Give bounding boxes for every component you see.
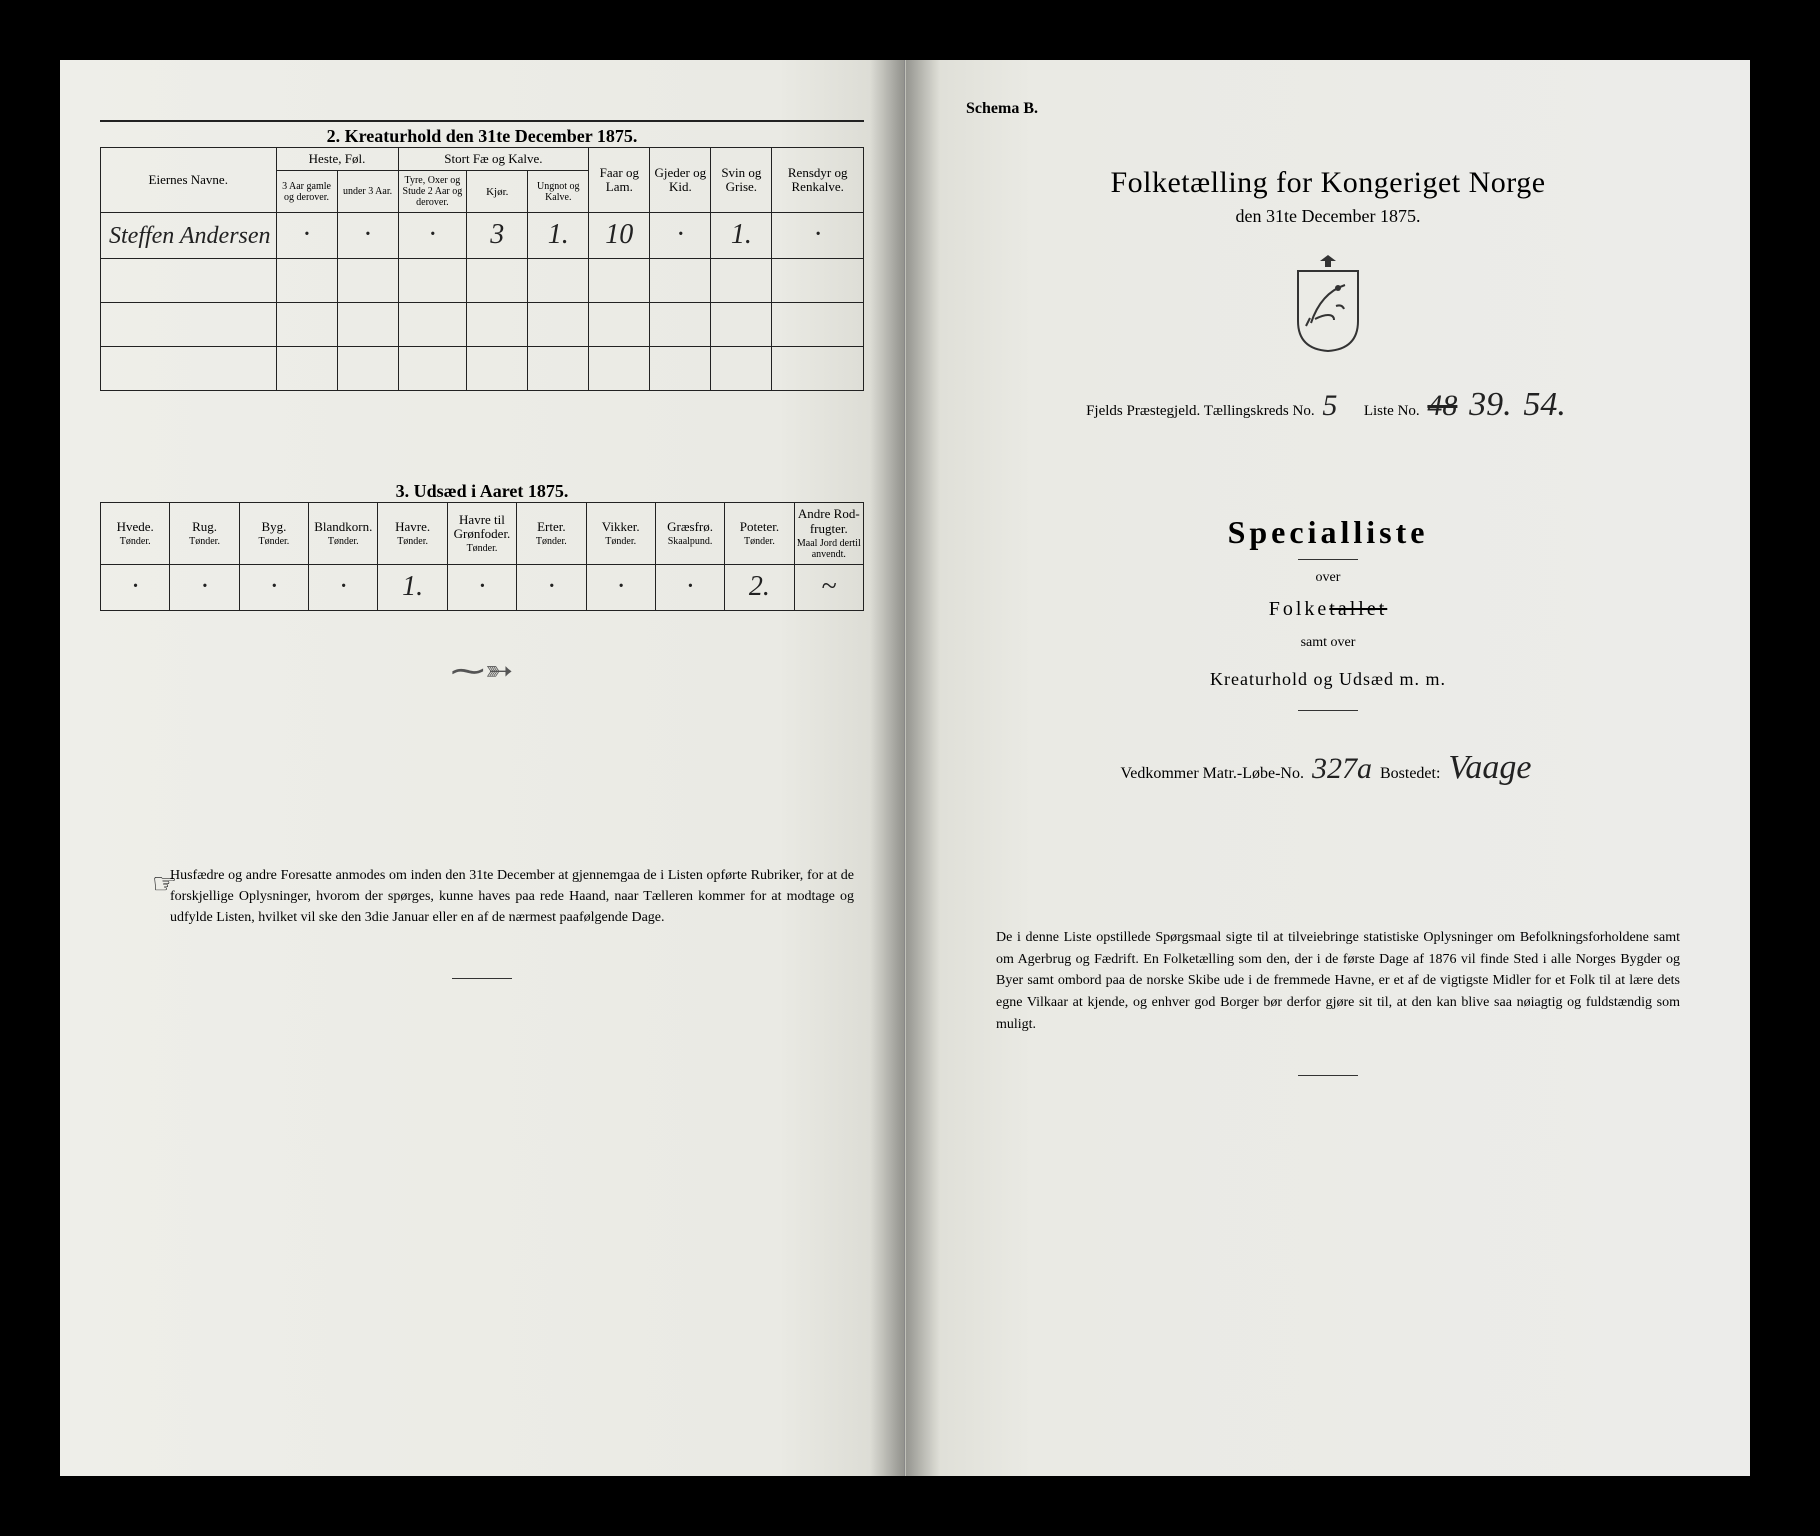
hdr-ren: Rensdyr og Renkalve.: [772, 148, 864, 213]
cell-ren: ·: [772, 213, 864, 259]
matr-line: Vedkommer Matr.-Løbe-No. 327a Bostedet: …: [946, 749, 1710, 787]
c3-havre: 1.: [378, 564, 447, 610]
h3-erter: Erter.Tønder.: [517, 503, 586, 565]
c3-erter: ·: [517, 564, 586, 610]
census-date: den 31te December 1875.: [946, 206, 1710, 227]
h3-andre: Andre Rod-frugter.Maal Jord dertil anven…: [794, 503, 863, 565]
hdr-faar: Faar og Lam.: [589, 148, 650, 213]
cell-stort-c: 1.: [528, 213, 589, 259]
book-spread: 2. Kreaturhold den 31te December 1875. E…: [60, 60, 1750, 1476]
c3-byg: ·: [239, 564, 308, 610]
cell-gjeder: ·: [650, 213, 711, 259]
c3-bland: ·: [309, 564, 378, 610]
c3-andre: ~: [794, 564, 863, 610]
kreds-number: 5: [1318, 389, 1341, 423]
cell-stort-b: 3: [467, 213, 528, 259]
census-title: Folketælling for Kongeriget Norge: [946, 166, 1710, 200]
over-label: over: [946, 570, 1710, 586]
c3-hvede: ·: [101, 564, 170, 610]
hdr-stort-a: Tyre, Oxer og Stude 2 Aar og derover.: [398, 171, 467, 213]
left-page: 2. Kreaturhold den 31te December 1875. E…: [60, 60, 905, 1476]
h3-graes: Græsfrø.Skaalpund.: [655, 503, 724, 565]
cell-stort-a: ·: [398, 213, 467, 259]
schema-label: Schema B.: [966, 100, 1710, 118]
cell-faar: 10: [589, 213, 650, 259]
cell-heste-b: ·: [337, 213, 398, 259]
udsaed-table: Hvede.Tønder. Rug.Tønder. Byg.Tønder. Bl…: [100, 502, 864, 611]
h3-byg: Byg.Tønder.: [239, 503, 308, 565]
c3-rug: ·: [170, 564, 239, 610]
samt-label: samt over: [946, 635, 1710, 651]
hdr-stort-b: Kjør.: [467, 171, 528, 213]
coat-of-arms-icon: [1283, 253, 1373, 353]
hdr-svin: Svin og Grise.: [711, 148, 772, 213]
hdr-heste-b: under 3 Aar.: [337, 171, 398, 213]
kreaturhold-table: Eiernes Navne. Heste, Føl. Stort Fæ og K…: [100, 147, 864, 391]
hdr-owner: Eiernes Navne.: [101, 148, 277, 213]
folketallet-label: Folketallet: [946, 598, 1710, 621]
left-footnote: Husfædre og andre Foresatte anmodes om i…: [170, 865, 854, 928]
c3-graes: ·: [655, 564, 724, 610]
hdr-heste: Heste, Føl.: [276, 148, 398, 171]
section2-title: 2. Kreaturhold den 31te December 1875.: [100, 126, 864, 147]
kreatur-label: Kreaturhold og Udsæd m. m.: [946, 669, 1710, 690]
ink-scribble: ⁓➳: [100, 651, 864, 691]
cell-svin: 1.: [711, 213, 772, 259]
cell-heste-a: ·: [276, 213, 337, 259]
hdr-heste-a: 3 Aar gamle og derover.: [276, 171, 337, 213]
matr-number: 327a: [1308, 752, 1376, 786]
data-row-1: Steffen Andersen · · · 3 1. 10 · 1. ·: [101, 213, 864, 259]
hdr-stort: Stort Fæ og Kalve.: [398, 148, 589, 171]
bosted-name: Vaage: [1444, 749, 1535, 787]
c3-havreg: ·: [447, 564, 516, 610]
hdr-gjeder: Gjeder og Kid.: [650, 148, 711, 213]
hdr-stort-c: Ungnot og Kalve.: [528, 171, 589, 213]
liste-number: 39.: [1465, 386, 1516, 424]
h3-pot: Poteter.Tønder.: [725, 503, 794, 565]
liste-number-struck: 48: [1423, 389, 1461, 423]
pointing-hand-icon: ☞: [152, 867, 177, 901]
h3-hvede: Hvede.Tønder.: [101, 503, 170, 565]
right-page: Schema B. Folketælling for Kongeriget No…: [905, 60, 1750, 1476]
specialliste-heading: Specialliste: [946, 514, 1710, 551]
h3-havreg: Havre til Grønfoder.Tønder.: [447, 503, 516, 565]
c3-pot: 2.: [725, 564, 794, 610]
right-footnote: De i denne Liste opstillede Spørgsmaal s…: [996, 927, 1680, 1035]
udsaed-row: · · · · 1. · · · · 2. ~: [101, 564, 864, 610]
section3-title: 3. Udsæd i Aaret 1875.: [100, 481, 864, 502]
h3-bland: Blandkorn.Tønder.: [309, 503, 378, 565]
cell-owner: Steffen Andersen: [101, 213, 277, 259]
liste-number-2: 54.: [1519, 386, 1570, 424]
c3-vikker: ·: [586, 564, 655, 610]
h3-rug: Rug.Tønder.: [170, 503, 239, 565]
parish-line: Fjelds Præstegjeld. Tællingskreds No. 5 …: [946, 386, 1710, 424]
h3-vikker: Vikker.Tønder.: [586, 503, 655, 565]
h3-havre: Havre.Tønder.: [378, 503, 447, 565]
